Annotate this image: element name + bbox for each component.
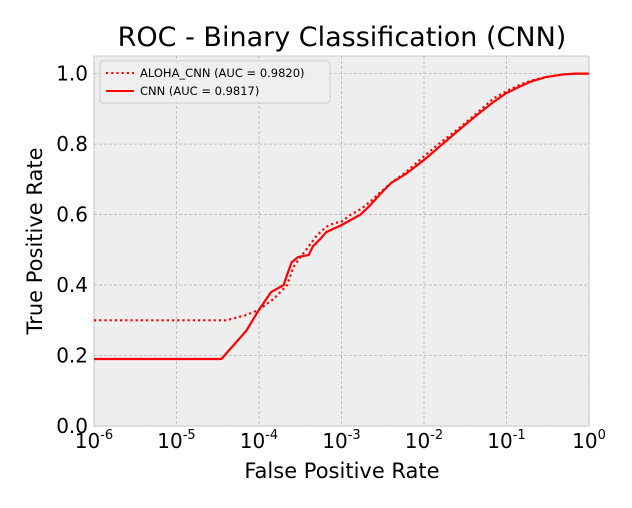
series-line-cnn bbox=[94, 72, 589, 361]
x-tick-label: 10-4 bbox=[240, 428, 278, 453]
y-tick-label: 0.2 bbox=[56, 344, 88, 368]
chart-title: ROC - Binary Classification (CNN) bbox=[118, 22, 567, 53]
series-layer bbox=[94, 72, 589, 361]
y-axis-label: True Positive Rate bbox=[23, 147, 47, 335]
x-axis-label: False Positive Rate bbox=[244, 459, 439, 483]
legend-entry-aloha: ALOHA_CNN (AUC = 0.9820) bbox=[140, 66, 305, 80]
legend-box bbox=[99, 60, 331, 104]
x-tick-labels: 10-6 10-5 10-4 10-3 10-2 10-1 100 bbox=[75, 428, 606, 453]
grid bbox=[93, 56, 590, 427]
y-tick-label: 0.4 bbox=[56, 273, 88, 297]
x-tick-label: 10-3 bbox=[322, 428, 360, 453]
legend-entry-cnn: CNN (AUC = 0.9817) bbox=[140, 84, 259, 98]
legend: ALOHA_CNN (AUC = 0.9820) CNN (AUC = 0.98… bbox=[99, 60, 331, 104]
x-tick-label: 10-1 bbox=[487, 428, 525, 453]
y-tick-labels: 0.0 0.2 0.4 0.6 0.8 1.0 bbox=[56, 62, 88, 438]
y-tick-label: 0.8 bbox=[56, 132, 88, 156]
x-tick-label: 100 bbox=[572, 428, 606, 453]
x-tick-label: 10-5 bbox=[157, 428, 195, 453]
y-tick-label: 0.6 bbox=[56, 203, 88, 227]
y-tick-label: 0.0 bbox=[56, 414, 88, 438]
y-tick-label: 1.0 bbox=[56, 62, 88, 86]
series-line-aloha-cnn bbox=[94, 72, 589, 322]
x-tick-label: 10-6 bbox=[75, 428, 113, 453]
x-tick-label: 10-2 bbox=[405, 428, 443, 453]
